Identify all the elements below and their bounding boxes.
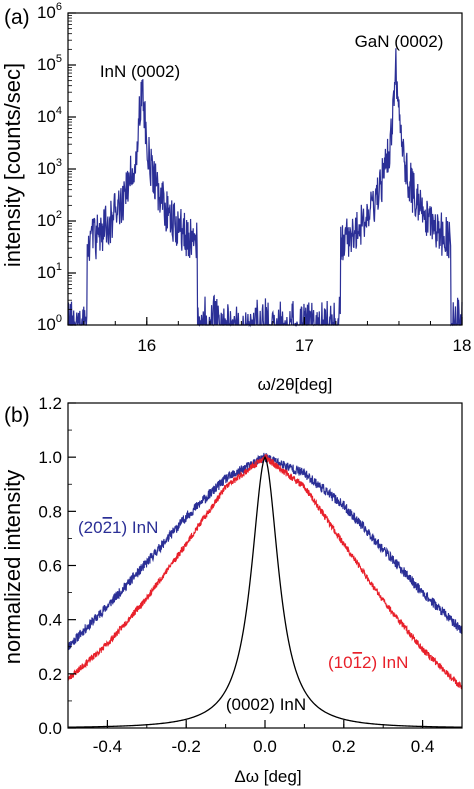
series-label-10-1-2-inn: (1012) InN [328, 653, 408, 672]
panel-b-y-tick-label: 0.0 [38, 719, 62, 738]
panel-b: (b) -0.4 -0.2 0.0 0.2 0.4 0.0 0.2 0.4 0.6 0.8 1.0… [0, 394, 463, 786]
panel-a-x-tick-label: 18 [453, 336, 472, 355]
panel-b-y-tick-label: 0.2 [38, 665, 62, 684]
panel-a-y-tick-label: 100 [37, 313, 62, 334]
series-line-0002-inn [67, 455, 463, 728]
panel-a-x-axis-label: ω/2θ[deg] [258, 375, 333, 394]
panel-b-x-tick-label: 0.4 [411, 737, 435, 756]
panel-b-x-ticks: -0.4 -0.2 0.0 0.2 0.4 [67, 720, 463, 756]
panel-a-x-tick-label: 16 [137, 336, 156, 355]
panel-a-y-axis-label: intensity [counts/sec] [0, 63, 25, 267]
panel-b-x-tick-label: -0.4 [93, 737, 122, 756]
panel-a-y-tick-label: 105 [37, 53, 62, 74]
panel-a: (a) 16 17 18 100 101 102 103 104 105 106 ω/2θ[de… [0, 1, 471, 394]
panel-a-frame [67, 12, 463, 326]
panel-b-y-ticks: 0.0 0.2 0.4 0.6 0.8 1.0 1.2 [38, 394, 76, 738]
panel-b-x-tick-label: -0.2 [172, 737, 201, 756]
panel-a-plot-area [67, 12, 463, 328]
annotation-gan-0002: GaN (0002) [355, 32, 444, 51]
panel-a-y-tick-label: 101 [37, 261, 62, 282]
panel-b-y-tick-label: 1.0 [38, 448, 62, 467]
panel-a-y-tick-label: 104 [37, 105, 62, 126]
series-line-10-1-2-inn [67, 453, 463, 690]
panel-b-y-tick-label: 0.6 [38, 557, 62, 576]
annotation-inn-0002: InN (0002) [100, 62, 180, 81]
panel-b-y-tick-label: 1.2 [38, 394, 62, 413]
series-line-20-2-1-inn [67, 452, 463, 651]
panel-b-y-tick-label: 0.4 [38, 611, 62, 630]
panel-b-plot-area [67, 402, 463, 729]
panel-b-series-labels: (2021) InN (1012) InN (0002) InN [78, 518, 408, 714]
panel-b-x-tick-label: 0.2 [332, 737, 356, 756]
panel-a-y-tick-label: 106 [37, 1, 62, 22]
series-label-20-2-1-inn: (2021) InN [78, 518, 158, 537]
panel-b-x-axis-label: Δω [deg] [234, 767, 301, 786]
panel-b-x-tick-label: 0.0 [253, 737, 277, 756]
panel-b-frame [67, 402, 463, 729]
panel-b-y-axis-label: normalized intensity [0, 470, 25, 664]
panel-a-label: (a) [4, 6, 30, 29]
series-line-xrd-scan [67, 48, 463, 328]
panel-b-y-tick-label: 0.8 [38, 502, 62, 521]
panel-a-y-tick-label: 103 [37, 157, 62, 178]
panel-a-x-tick-label: 17 [295, 336, 314, 355]
series-label-0002-inn: (0002) InN [226, 695, 306, 714]
panel-a-x-ticks: 16 17 18 [83, 317, 472, 355]
panel-b-label: (b) [4, 404, 30, 427]
panel-a-y-ticks: 100 101 102 103 104 105 106 [37, 1, 76, 334]
panel-a-y-tick-label: 102 [37, 209, 62, 230]
